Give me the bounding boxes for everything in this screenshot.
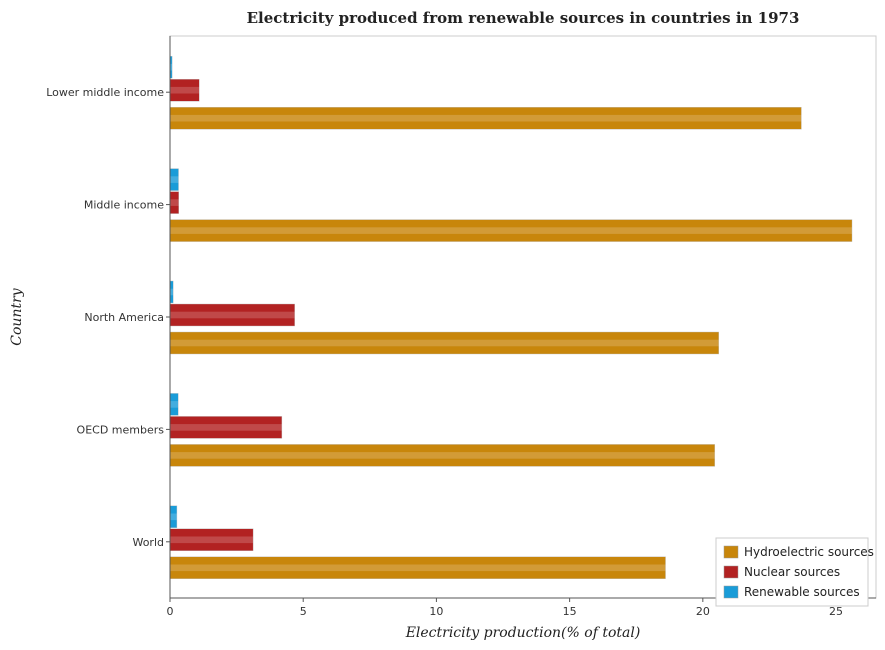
- x-tick-label: 5: [300, 605, 307, 618]
- y-tick-label: Lower middle income: [46, 86, 164, 99]
- legend-entry: Nuclear sources: [744, 565, 840, 579]
- bar-hydroelectric-sources-3: [169, 444, 716, 467]
- legend-entry: Renewable sources: [744, 585, 860, 599]
- bar-hydroelectric-sources-4: [169, 556, 666, 579]
- x-tick-label: 10: [429, 605, 443, 618]
- x-tick-label: 0: [167, 605, 174, 618]
- x-tick-label: 15: [563, 605, 577, 618]
- legend-swatch: [723, 585, 739, 599]
- legend-swatch: [723, 545, 739, 559]
- bar-hydroelectric-sources-0: [169, 106, 802, 130]
- x-tick-label: 20: [696, 605, 710, 618]
- bars-group: [169, 56, 853, 579]
- bar-renewable-sources-3: [169, 393, 179, 416]
- bar-nuclear-sources-1: [169, 191, 179, 214]
- bar-hydroelectric-sources-2: [169, 331, 720, 355]
- y-tick-label: North America: [84, 311, 164, 324]
- y-tick-label: OECD members: [77, 423, 165, 436]
- bar-nuclear-sources-3: [169, 416, 283, 439]
- bar-hydroelectric-sources-1: [169, 219, 853, 242]
- y-tick-label: World: [132, 536, 164, 549]
- legend-entry: Hydroelectric sources: [744, 545, 874, 559]
- legend: Hydroelectric sources Nuclear sources Rene…: [715, 537, 874, 607]
- bar-nuclear-sources-4: [169, 528, 254, 551]
- bar-renewable-sources-4: [169, 505, 178, 528]
- y-axis-label: Country: [9, 287, 25, 345]
- x-tick-label: 25: [829, 605, 843, 618]
- legend-box: [715, 537, 869, 607]
- legend-swatch: [723, 565, 739, 579]
- bar-nuclear-sources-2: [169, 303, 295, 327]
- chart-title: Electricity produced from renewable sour…: [247, 9, 800, 27]
- y-tick-label: Middle income: [84, 199, 164, 212]
- x-axis-label: Electricity production(% of total): [405, 625, 641, 641]
- bar-renewable-sources-1: [169, 168, 179, 191]
- bar-nuclear-sources-0: [169, 78, 200, 102]
- axes-group: Lower middle income Middle income North Am…: [46, 36, 876, 618]
